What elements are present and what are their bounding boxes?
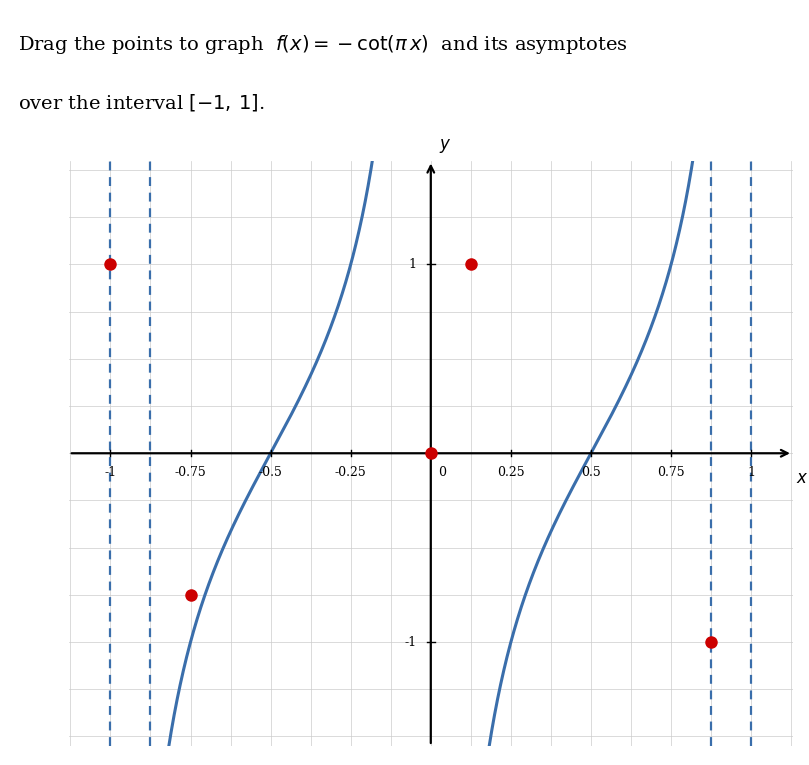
- Text: 0.75: 0.75: [657, 467, 685, 480]
- Text: -0.75: -0.75: [175, 467, 206, 480]
- Text: 0.5: 0.5: [581, 467, 601, 480]
- Text: 0.25: 0.25: [497, 467, 525, 480]
- Text: over the interval $[-1,\,1]$.: over the interval $[-1,\,1]$.: [18, 93, 265, 113]
- Text: 1: 1: [748, 467, 755, 480]
- Text: $x$: $x$: [796, 470, 808, 487]
- Text: Drag the points to graph  $f(x) = -\cot(\pi\, x)$  and its asymptotes: Drag the points to graph $f(x) = -\cot(\…: [18, 33, 628, 56]
- Text: $y$: $y$: [438, 137, 451, 155]
- Text: 0: 0: [438, 467, 446, 480]
- Text: -0.25: -0.25: [335, 467, 366, 480]
- Text: -1: -1: [104, 467, 116, 480]
- Text: -0.5: -0.5: [259, 467, 282, 480]
- Text: -1: -1: [404, 636, 417, 649]
- Text: 1: 1: [409, 258, 417, 271]
